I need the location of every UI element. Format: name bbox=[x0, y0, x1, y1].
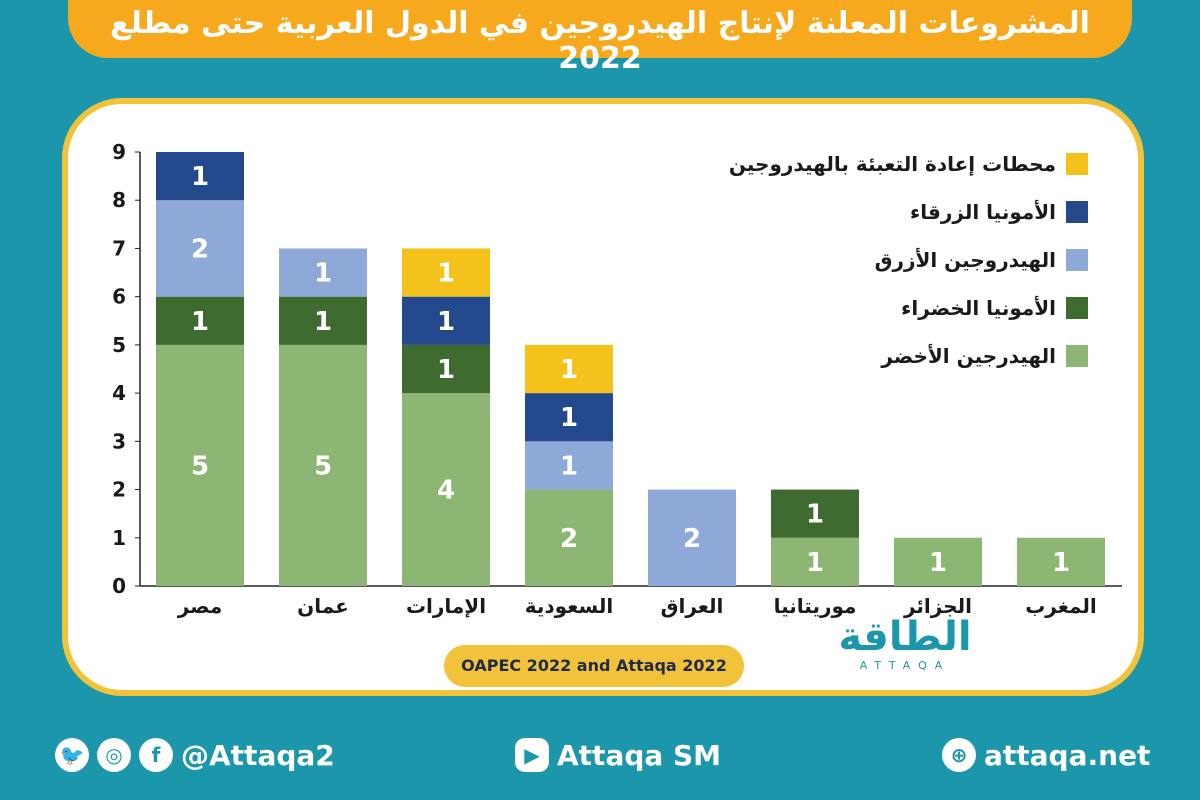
logo-english: ATTAQA bbox=[859, 659, 951, 672]
bar-segment bbox=[402, 344, 490, 394]
y-tick-label: 4 bbox=[112, 381, 126, 405]
legend-item: الهيدروجين الأزرق bbox=[729, 236, 1088, 284]
twitter-icon[interactable]: 🐦 bbox=[55, 738, 89, 772]
data-label: 5 bbox=[314, 451, 332, 481]
bar-segment bbox=[156, 200, 244, 297]
instagram-icon[interactable]: ◎ bbox=[97, 738, 131, 772]
data-label: 1 bbox=[1052, 548, 1070, 578]
data-label: 1 bbox=[806, 548, 824, 578]
bar-segment bbox=[156, 296, 244, 345]
bar-segment bbox=[156, 344, 244, 586]
legend-swatch bbox=[1066, 201, 1088, 223]
social-links: 🐦 ◎ f @Attaqa2 bbox=[55, 730, 335, 780]
data-label: 2 bbox=[560, 524, 578, 554]
chart-title: المشروعات المعلنة لإنتاج الهيدروجين في ا… bbox=[110, 6, 1090, 76]
data-label: 1 bbox=[314, 307, 332, 337]
y-tick-label: 2 bbox=[112, 478, 126, 502]
x-tick-label: السعودية bbox=[525, 594, 613, 618]
x-tick-label: العراق bbox=[661, 594, 724, 618]
logo-arabic: الطاقة bbox=[838, 614, 972, 660]
x-tick-label: عمان bbox=[297, 594, 349, 618]
data-label: 4 bbox=[437, 476, 455, 506]
data-label: 1 bbox=[191, 162, 209, 192]
y-tick-label: 9 bbox=[112, 140, 126, 164]
title-banner bbox=[68, 0, 1132, 58]
data-label: 1 bbox=[806, 500, 824, 530]
data-label: 1 bbox=[437, 259, 455, 289]
bar-segment bbox=[402, 296, 490, 345]
website-link: ⊕ attaqa.net bbox=[942, 730, 1150, 780]
youtube-link: ▶ Attaqa SM bbox=[515, 730, 721, 780]
legend-swatch bbox=[1066, 297, 1088, 319]
y-tick-label: 6 bbox=[112, 285, 126, 309]
legend-label: الهيدرجين الأخضر bbox=[881, 344, 1056, 368]
data-label: 1 bbox=[560, 403, 578, 433]
bar-segment bbox=[525, 489, 613, 586]
legend: محطات إعادة التعبئة بالهيدروجين الأمونيا … bbox=[729, 140, 1088, 380]
social-handle[interactable]: @Attaqa2 bbox=[181, 738, 335, 772]
bar-segment bbox=[1017, 537, 1105, 586]
y-tick-label: 1 bbox=[112, 526, 126, 550]
website-url[interactable]: attaqa.net bbox=[984, 738, 1151, 772]
legend-label: محطات إعادة التعبئة بالهيدروجين bbox=[728, 152, 1056, 176]
legend-label: الهيدروجين الأزرق bbox=[874, 248, 1056, 272]
bar-segment bbox=[402, 393, 490, 586]
attaqa-logo: الطاقة ATTAQA bbox=[800, 615, 1010, 685]
legend-label: الأمونيا الزرقاء bbox=[910, 200, 1056, 224]
data-label: 2 bbox=[683, 524, 701, 554]
legend-item: محطات إعادة التعبئة بالهيدروجين bbox=[729, 140, 1088, 188]
bar-segment bbox=[648, 489, 736, 586]
data-label: 1 bbox=[929, 548, 947, 578]
x-tick-label: المغرب bbox=[1025, 594, 1097, 618]
bar-segment bbox=[279, 296, 367, 345]
x-tick-label: موريتانيا bbox=[774, 594, 857, 618]
facebook-icon[interactable]: f bbox=[139, 738, 173, 772]
y-tick-label: 7 bbox=[112, 236, 126, 260]
globe-icon[interactable]: ⊕ bbox=[942, 738, 976, 772]
data-label: 1 bbox=[437, 307, 455, 337]
y-tick-label: 5 bbox=[112, 333, 126, 357]
source-label: OAPEC 2022 and Attaqa 2022 bbox=[444, 645, 744, 687]
legend-item: الأمونيا الزرقاء bbox=[729, 188, 1088, 236]
bar-segment bbox=[525, 344, 613, 394]
data-label: 1 bbox=[314, 259, 332, 289]
y-tick-label: 8 bbox=[112, 188, 126, 212]
bar-segment bbox=[771, 489, 859, 538]
data-label: 1 bbox=[560, 355, 578, 385]
bar-segment bbox=[279, 248, 367, 297]
youtube-icon[interactable]: ▶ bbox=[515, 738, 549, 772]
data-label: 2 bbox=[191, 234, 209, 264]
bar-segment bbox=[894, 537, 982, 586]
bar-segment bbox=[156, 152, 244, 201]
x-tick-label: مصر bbox=[177, 594, 223, 618]
y-tick-label: 3 bbox=[112, 429, 126, 453]
data-label: 1 bbox=[437, 355, 455, 385]
data-label: 1 bbox=[191, 307, 209, 337]
x-tick-label: الجزائر bbox=[903, 594, 972, 618]
y-tick-label: 0 bbox=[112, 574, 126, 598]
legend-swatch bbox=[1066, 345, 1088, 367]
bar-segment bbox=[771, 537, 859, 586]
legend-item: الأمونيا الخضراء bbox=[729, 284, 1088, 332]
bar-segment bbox=[402, 248, 490, 297]
data-label: 5 bbox=[191, 451, 209, 481]
bar-segment bbox=[279, 344, 367, 586]
x-tick-label: الإمارات bbox=[406, 594, 486, 618]
youtube-channel[interactable]: Attaqa SM bbox=[557, 738, 722, 772]
bar-segment bbox=[525, 441, 613, 490]
legend-label: الأمونيا الخضراء bbox=[901, 296, 1056, 320]
bar-segment bbox=[525, 393, 613, 442]
legend-item: الهيدرجين الأخضر bbox=[729, 332, 1088, 380]
legend-swatch bbox=[1066, 153, 1088, 175]
legend-swatch bbox=[1066, 249, 1088, 271]
data-label: 1 bbox=[560, 451, 578, 481]
